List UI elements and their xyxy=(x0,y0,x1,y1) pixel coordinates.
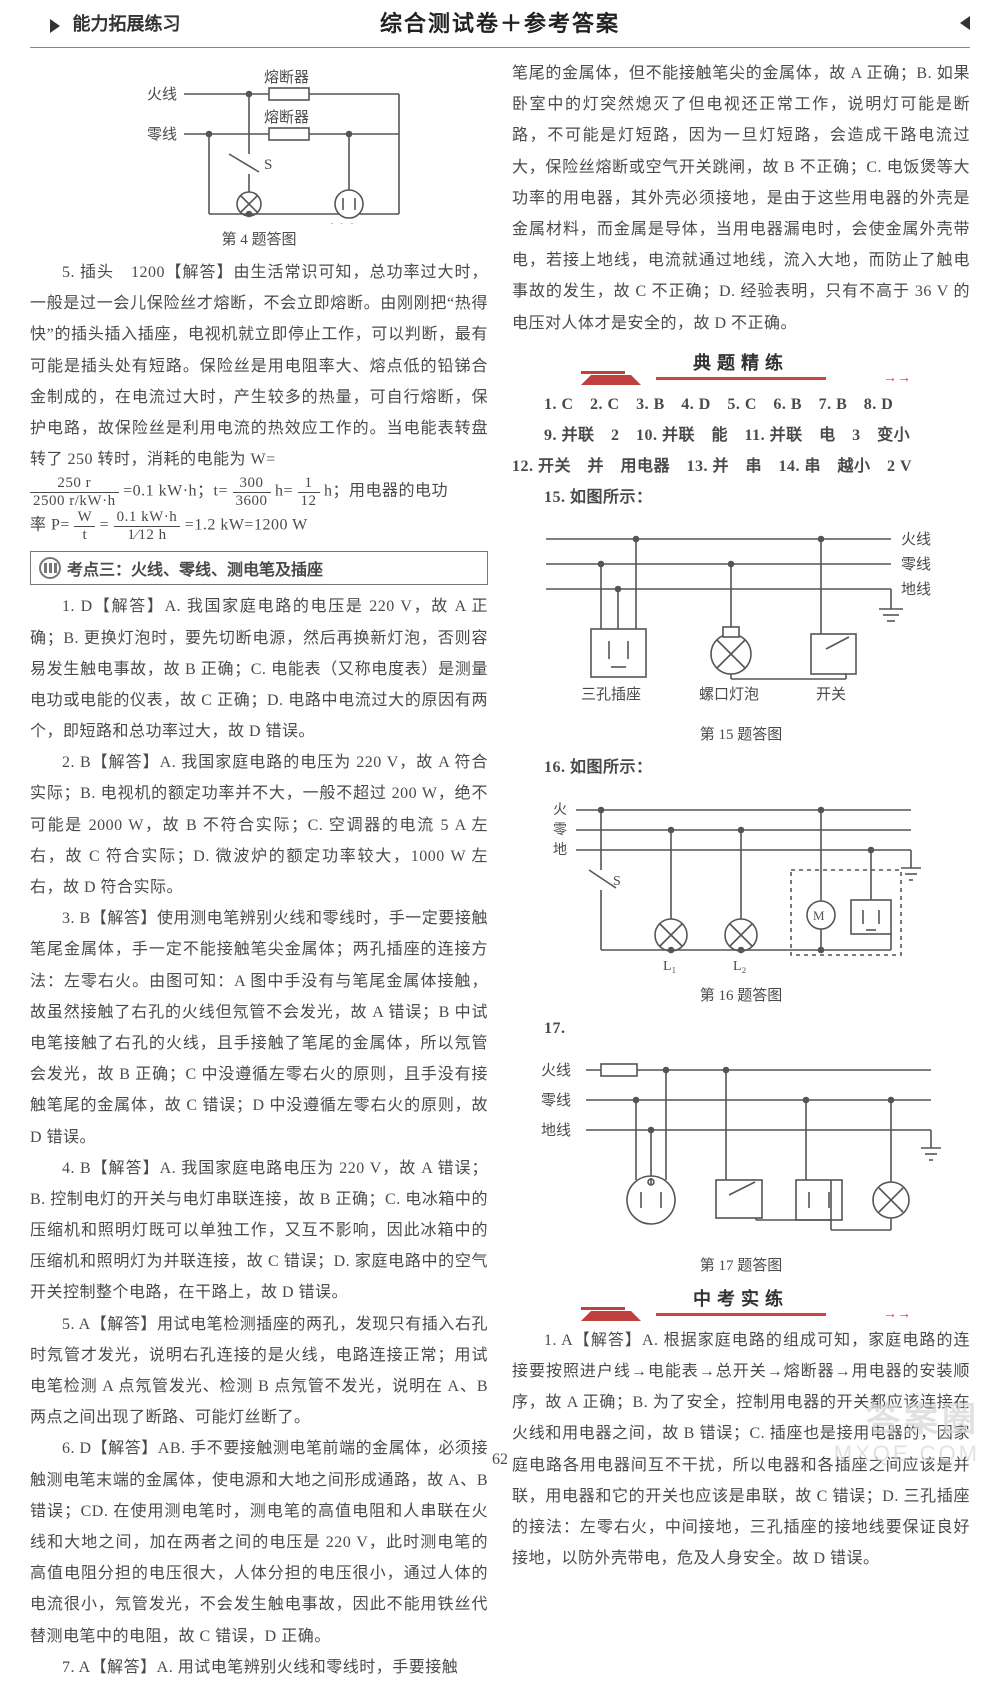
banner-underline-icon xyxy=(656,377,826,380)
banner-deco-icon-2 xyxy=(581,1307,641,1321)
k3-q7: 7. A【解答】A. 用试电笔辨别火线和零线时，手要接触 xyxy=(30,1652,488,1683)
k3-q4: 4. B【解答】A. 我国家庭电路电压为 220 V，故 A 错误；B. 控制电… xyxy=(30,1153,488,1309)
kaodian-3-box: 考点三：火线、零线、测电笔及插座 xyxy=(30,551,488,585)
formula-line-2: 率 P= W t = 0.1 kW·h 1⁄12 h =1.2 kW=1200 … xyxy=(30,509,488,543)
answers-line-3: 12. 开关 并 用电器 13. 并 串 14. 串 越小 2 V xyxy=(512,451,970,482)
svg-text:S: S xyxy=(613,874,621,889)
svg-text:L₁: L₁ xyxy=(663,959,676,974)
svg-text:火线: 火线 xyxy=(541,1062,571,1079)
kaodian-3-title: 考点三：火线、零线、测电笔及插座 xyxy=(67,556,323,580)
arrow-icon: →→ xyxy=(883,371,911,387)
svg-text:火线: 火线 xyxy=(901,531,931,548)
k3-q3: 3. B【解答】使用测电笔辨别火线和零线时，手一定要接触笔尾金属体，手一定不能接… xyxy=(30,903,488,1153)
diagram-15: 火线 零线 地线 三孔插座 螺口灯泡 开关 xyxy=(512,519,970,719)
watermark: 答案圈 MXQE.COM xyxy=(834,1392,980,1467)
header-left-text: 能力拓展练习 xyxy=(73,14,181,34)
circuit-diagram-17: 火线 零线 地线 xyxy=(531,1050,951,1250)
svg-text:插座: 插座 xyxy=(329,223,359,224)
diagram-17-caption: 第 17 题答图 xyxy=(512,1254,970,1275)
svg-text:螺口灯泡: 螺口灯泡 xyxy=(699,686,759,703)
circuit-diagram-4: 火线 零线 熔断器 熔断器 S L 插座 xyxy=(99,64,419,224)
svg-text:熔断器: 熔断器 xyxy=(264,109,309,126)
frac-01-112: 0.1 kW·h 1⁄12 h xyxy=(114,509,181,543)
kaodian-icon xyxy=(39,557,61,579)
k3-q2: 2. B【解答】A. 我国家庭电路的电压为 220 V，故 A 符合实际；B. … xyxy=(30,747,488,903)
page-number: 62 xyxy=(492,1451,508,1469)
k3-q6: 6. D【解答】AB. 手不要接触测电笔前端的金属体，必须接触测电笔末端的金属体… xyxy=(30,1433,488,1651)
circuit-diagram-16: M xyxy=(541,790,941,980)
frac-300-3600: 300 3600 xyxy=(233,475,271,509)
diagram-4-caption: 第 4 题答图 xyxy=(30,228,488,249)
banner-underline-icon-2 xyxy=(656,1313,826,1316)
svg-text:火: 火 xyxy=(553,803,567,818)
header-left: 能力拓展练习 xyxy=(50,10,181,36)
svg-text:M: M xyxy=(813,908,825,923)
frac-w-t: W t xyxy=(74,509,95,543)
triangle-right-icon xyxy=(960,16,970,30)
svg-text:三孔插座: 三孔插座 xyxy=(581,686,641,703)
svg-text:地: 地 xyxy=(553,842,567,858)
svg-text:零线: 零线 xyxy=(901,556,931,573)
answers-line-1: 1. C 2. C 3. B 4. D 5. C 6. B 7. B 8. D xyxy=(512,389,970,420)
left-column: 火线 零线 熔断器 熔断器 S L 插座 第 4 题答图 5. 插头 1200【… xyxy=(30,58,488,1683)
watermark-line2: MXQE.COM xyxy=(834,1441,980,1467)
q7-continuation: 笔尾的金属体，但不能接触笔尖的金属体，故 A 正确；B. 如果卧室中的灯突然熄灭… xyxy=(512,58,970,339)
svg-text:S: S xyxy=(264,157,272,173)
banner-zhongkao: 中考实练 →→ xyxy=(512,1285,970,1319)
k3-q1: 1. D【解答】A. 我国家庭电路的电压是 220 V，故 A 正确；B. 更换… xyxy=(30,591,488,747)
svg-text:零: 零 xyxy=(553,822,567,838)
svg-text:熔断器: 熔断器 xyxy=(264,69,309,86)
circuit-diagram-15: 火线 零线 地线 三孔插座 螺口灯泡 开关 xyxy=(531,519,951,719)
header-title: 综合测试卷＋参考答案 xyxy=(380,6,620,38)
svg-text:零线: 零线 xyxy=(147,126,177,143)
banner-dianti: 典题精练 →→ xyxy=(512,349,970,383)
svg-text:零线: 零线 xyxy=(541,1092,571,1109)
q5-text: 5. 插头 1200【解答】由生活常识可知，总功率过大时，一般是过一会儿保险丝才… xyxy=(30,257,488,475)
watermark-line1: 答案圈 xyxy=(834,1392,980,1441)
arrow-icon-2: →→ xyxy=(883,1307,911,1323)
svg-text:开关: 开关 xyxy=(816,686,846,703)
svg-text:地线: 地线 xyxy=(901,581,931,598)
frac-250r: 250 r 2500 r/kW·h xyxy=(30,475,119,509)
diagram-17: 火线 零线 地线 xyxy=(512,1050,970,1250)
banner-deco-icon xyxy=(581,371,641,385)
diagram-16-caption: 第 16 题答图 xyxy=(512,984,970,1005)
q16-intro: 16. 如图所示： xyxy=(512,752,970,783)
triangle-left-icon xyxy=(50,19,60,33)
diagram-15-caption: 第 15 题答图 xyxy=(512,723,970,744)
page-header: 能力拓展练习 综合测试卷＋参考答案 xyxy=(30,0,970,48)
formula-line-1: 250 r 2500 r/kW·h =0.1 kW·h；t= 300 3600 … xyxy=(30,475,488,509)
answers-line-2: 9. 并联 2 10. 并联 能 11. 并联 电 3 变小 xyxy=(512,420,970,451)
q17-intro: 17. xyxy=(512,1013,970,1044)
diagram-16: M xyxy=(512,790,970,980)
svg-text:L₂: L₂ xyxy=(733,959,747,974)
svg-text:火线: 火线 xyxy=(147,86,177,103)
diagram-4: 火线 零线 熔断器 熔断器 S L 插座 xyxy=(30,64,488,224)
k3-q5: 5. A【解答】用试电笔检测插座的两孔，发现只有插入右孔时氖管才发光，说明右孔连… xyxy=(30,1309,488,1434)
svg-text:地线: 地线 xyxy=(541,1122,571,1139)
frac-1-12: 1 12 xyxy=(298,475,320,509)
answers-line-4: 15. 如图所示： xyxy=(512,482,970,513)
